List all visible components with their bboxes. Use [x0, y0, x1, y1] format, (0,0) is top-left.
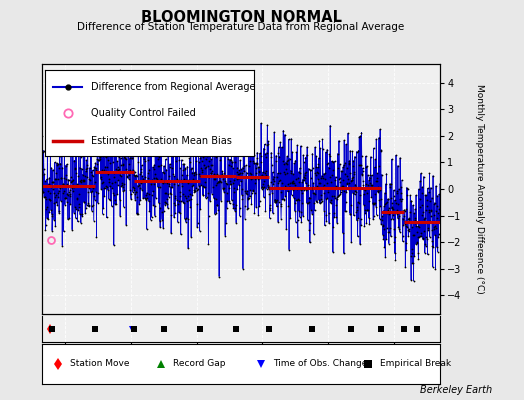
- Text: Time of Obs. Change: Time of Obs. Change: [273, 360, 367, 368]
- Text: Berkeley Earth: Berkeley Earth: [420, 385, 493, 395]
- Text: Quality Control Failed: Quality Control Failed: [91, 108, 195, 118]
- Text: Station Move: Station Move: [70, 360, 129, 368]
- Text: Record Gap: Record Gap: [173, 360, 226, 368]
- Text: Difference from Regional Average: Difference from Regional Average: [91, 82, 255, 92]
- Text: Estimated Station Mean Bias: Estimated Station Mean Bias: [91, 136, 232, 146]
- Text: BLOOMINGTON NORMAL: BLOOMINGTON NORMAL: [140, 10, 342, 25]
- Text: Difference of Station Temperature Data from Regional Average: Difference of Station Temperature Data f…: [78, 22, 405, 32]
- Text: Empirical Break: Empirical Break: [380, 360, 452, 368]
- Y-axis label: Monthly Temperature Anomaly Difference (°C): Monthly Temperature Anomaly Difference (…: [475, 84, 484, 294]
